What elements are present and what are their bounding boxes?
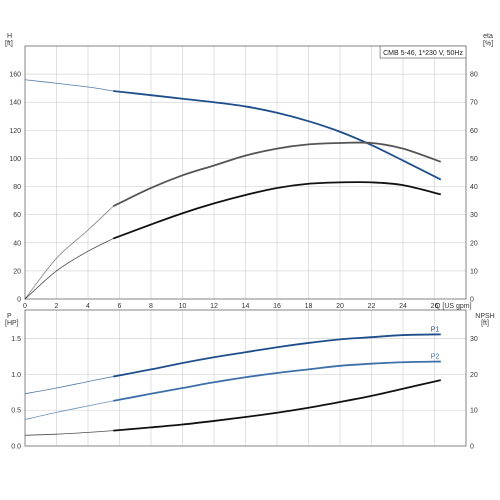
top-y-tick-right-5: 50	[470, 156, 478, 163]
bottom-y-axis-unit-right: [ft]	[481, 320, 489, 327]
top-y-tick-right-2: 20	[470, 240, 478, 247]
top-series	[24, 79, 442, 300]
bottom-y-ticks-right: 0 10 20 30	[470, 336, 478, 450]
bottom-y-tick-right-2: 20	[470, 372, 478, 379]
legend-box	[379, 45, 467, 59]
bottom-plot-frame	[24, 309, 467, 447]
top-series-eta-2-extension	[24, 238, 114, 300]
x-tick-3: 6	[118, 303, 122, 310]
bottom-series-label-p2: P2	[431, 354, 440, 361]
x-tick-5: 10	[179, 303, 187, 310]
top-y-tick-right-7: 70	[470, 100, 478, 107]
x-axis-label: Q [US gpm]	[435, 303, 472, 310]
top-y-axis-label-left: H	[7, 33, 12, 40]
top-y-axis-unit-right: [%]	[483, 41, 493, 48]
x-tick-1: 2	[55, 303, 59, 310]
x-tick-11: 22	[368, 303, 376, 310]
legend-text: CMB 5-46, 1*230 V, 50Hz	[383, 50, 463, 57]
top-series-eta-1	[112, 141, 442, 208]
top-y-ticks-left: 0 20 40 60 80 100 120 140 160	[9, 72, 21, 304]
top-y-tick-right-1: 10	[470, 268, 478, 275]
top-y-ticks-right: 0 10 20 30 40 50 60 70 80	[470, 72, 478, 304]
top-y-tick-left-2: 40	[13, 240, 21, 247]
top-series-eta-2	[112, 181, 442, 240]
top-y-tick-right-6: 60	[470, 128, 478, 135]
x-tick-10: 20	[336, 303, 344, 310]
top-y-tick-left-4: 80	[13, 184, 21, 191]
legend: CMB 5-46, 1*230 V, 50Hz	[379, 45, 467, 59]
bottom-y-tick-left-2: 1.0	[11, 372, 21, 379]
bottom-series-p2	[113, 360, 441, 402]
bottom-y-tick-right-3: 30	[470, 336, 478, 343]
bottom-series-p1-extension	[24, 376, 114, 395]
top-series-head-extension	[24, 79, 114, 92]
bottom-series-label-p1: P1	[431, 326, 440, 333]
top-y-tick-left-3: 60	[13, 212, 21, 219]
bottom-series-p1	[113, 333, 441, 378]
top-y-tick-left-1: 20	[13, 268, 21, 275]
top-plot-frame	[24, 45, 467, 300]
bottom-series: P1 P2	[24, 326, 441, 436]
top-panel: 0 2 4 6 8 10 12 14 16 18 20 22 24 26 0204060801001201…	[5, 33, 493, 310]
top-grid	[25, 46, 466, 299]
bottom-series-p2-extension	[24, 400, 114, 420]
bottom-y-ticks-left: 0.0 0.5 1.0 1.5	[11, 336, 21, 450]
x-tick-12: 24	[399, 303, 407, 310]
top-series-eta-1-extension	[24, 205, 114, 300]
bottom-y-tick-left-0: 0.0	[11, 444, 21, 451]
bottom-y-axis-label-right: NPSH	[475, 313, 494, 320]
top-y-axis-unit-left: [ft]	[5, 41, 13, 48]
top-y-tick-right-4: 40	[470, 184, 478, 191]
x-tick-2: 4	[86, 303, 90, 310]
x-tick-8: 16	[273, 303, 281, 310]
top-series-head	[113, 90, 442, 181]
top-y-tick-left-0: 0	[17, 297, 21, 304]
x-tick-9: 18	[305, 303, 313, 310]
x-tick-4: 8	[149, 303, 153, 310]
x-tick-6: 12	[210, 303, 218, 310]
x-tick-0: 0	[23, 303, 27, 310]
bottom-y-axis-unit-left: [HP]	[5, 320, 19, 327]
x-tick-7: 14	[242, 303, 250, 310]
top-y-tick-right-0: 0	[470, 297, 474, 304]
bottom-y-tick-right-0: 0	[470, 444, 474, 451]
top-y-axis-label-right: eta	[483, 33, 493, 40]
bottom-grid	[25, 310, 466, 446]
x-tick-13: 26	[431, 303, 439, 310]
top-y-tick-right-8: 80	[470, 72, 478, 79]
bottom-series-npsh	[113, 379, 441, 432]
bottom-series-npsh-extension	[24, 430, 114, 436]
bottom-y-tick-left-3: 1.5	[11, 336, 21, 343]
top-y-tick-left-5: 100	[9, 156, 21, 163]
top-x-ticks: 0 2 4 6 8 10 12 14 16 18 20 22 24 26	[23, 303, 438, 310]
top-y-tick-left-6: 120	[9, 128, 21, 135]
top-y-tick-left-7: 140	[9, 100, 21, 107]
bottom-panel: 0.0 0.5 1.0 1.5 0 10 20 30 P [HP] NPSH [ft] P1…	[5, 309, 495, 451]
bottom-y-tick-right-1: 10	[470, 408, 478, 415]
top-y-tick-right-3: 30	[470, 212, 478, 219]
bottom-y-axis-label-left: P	[7, 313, 12, 320]
bottom-y-tick-left-1: 0.5	[11, 408, 21, 415]
top-y-tick-left-8: 160	[9, 72, 21, 79]
